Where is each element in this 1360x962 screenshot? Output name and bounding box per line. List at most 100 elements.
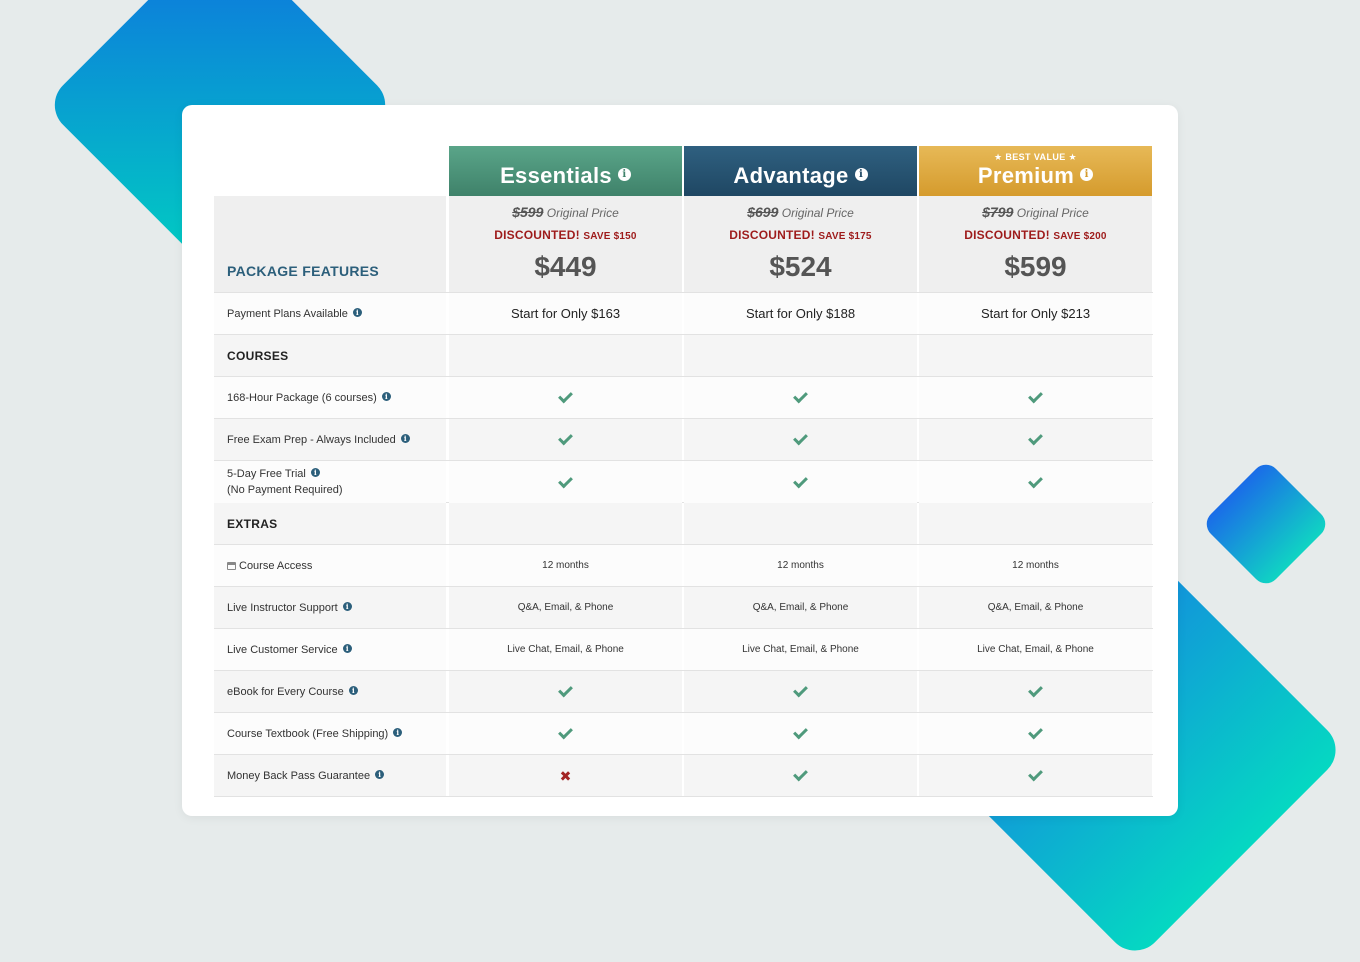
checkmark-icon xyxy=(1028,430,1043,446)
feature-label: Live Customer Service xyxy=(214,629,446,670)
feature-label-text: EXTRAS xyxy=(227,516,278,531)
current-price: $449 xyxy=(534,251,597,282)
feature-value-essentials: Q&A, Email, & Phone xyxy=(449,587,682,628)
checkmark-icon xyxy=(1028,682,1043,698)
feature-value-premium xyxy=(919,755,1152,796)
feature-label-text: 168-Hour Package (6 courses) xyxy=(227,391,377,404)
feature-row-payment-plans-available: Payment Plans Available Start for Only $1… xyxy=(214,293,1153,335)
feature-value-advantage: Start for Only $188 xyxy=(684,293,917,334)
price-cell-advantage: $699 Original Price DISCOUNTED! SAVE $17… xyxy=(684,196,917,292)
feature-row-live-instructor-support: Live Instructor Support Q&A, Email, & Pho… xyxy=(214,587,1153,629)
feature-label-text: eBook for Every Course xyxy=(227,685,344,698)
info-icon[interactable] xyxy=(342,643,352,653)
checkmark-icon xyxy=(1028,388,1043,404)
plan-header-essentials[interactable]: Essentials xyxy=(449,146,682,196)
feature-row-money-back-pass-guarantee: Money Back Pass Guarantee ✖ xyxy=(214,755,1153,797)
feature-value-essentials xyxy=(449,461,682,503)
checkmark-icon xyxy=(793,388,808,404)
info-icon[interactable] xyxy=(375,769,385,779)
checkmark-icon xyxy=(1028,473,1043,488)
feature-label: 168-Hour Package (6 courses) xyxy=(214,377,446,418)
info-icon[interactable] xyxy=(342,601,352,611)
feature-label-text: Live Instructor Support xyxy=(227,601,338,614)
feature-label: eBook for Every Course xyxy=(214,671,446,712)
section-heading: COURSES xyxy=(214,335,446,376)
info-icon[interactable] xyxy=(617,168,631,181)
discount-text: DISCOUNTED! SAVE $200 xyxy=(964,228,1107,242)
plan-name: Advantage xyxy=(733,163,849,188)
feature-label-text: Live Customer Service xyxy=(227,643,338,656)
info-icon[interactable] xyxy=(1080,168,1094,181)
feature-value-premium: Start for Only $213 xyxy=(919,293,1152,334)
plan-name: Premium xyxy=(977,163,1075,188)
discount-text: DISCOUNTED! SAVE $150 xyxy=(494,228,637,242)
feature-label-text: Course Textbook (Free Shipping) xyxy=(227,727,389,740)
feature-value-advantage xyxy=(684,713,917,754)
feature-label-text: Free Exam Prep - Always Included xyxy=(227,433,396,446)
original-price: $699 Original Price xyxy=(747,204,854,220)
info-icon[interactable] xyxy=(310,468,320,477)
discount-text: DISCOUNTED! SAVE $175 xyxy=(729,228,872,242)
calendar-icon xyxy=(227,561,236,570)
feature-value-premium xyxy=(919,503,1152,544)
feature-value-advantage: Q&A, Email, & Phone xyxy=(684,587,917,628)
feature-label: Course Textbook (Free Shipping) xyxy=(214,713,446,754)
feature-label-text: Course Access xyxy=(239,559,313,572)
feature-value-essentials: ✖ xyxy=(449,755,682,796)
plan-header-row: Essentials Advantage ★ BEST VALUE ★ Prem… xyxy=(214,146,1153,196)
feature-row-168-hour-package-6-courses: 168-Hour Package (6 courses) xyxy=(214,377,1153,419)
feature-value-essentials xyxy=(449,335,682,376)
price-cell-premium: $799 Original Price DISCOUNTED! SAVE $20… xyxy=(919,196,1152,292)
best-value-badge: ★ BEST VALUE ★ xyxy=(993,152,1078,162)
checkmark-icon xyxy=(793,430,808,446)
background-diamond-small-right xyxy=(1200,458,1332,590)
feature-value-advantage: Live Chat, Email, & Phone xyxy=(684,629,917,670)
checkmark-icon xyxy=(793,724,808,740)
checkmark-icon xyxy=(793,766,808,782)
checkmark-icon xyxy=(558,724,573,740)
plan-header-premium[interactable]: ★ BEST VALUE ★ Premium xyxy=(919,146,1152,196)
feature-row-extras: EXTRAS xyxy=(214,503,1153,545)
feature-value-advantage xyxy=(684,671,917,712)
feature-row-courses: COURSES xyxy=(214,335,1153,377)
feature-label: Payment Plans Available xyxy=(214,293,446,334)
feature-value-essentials xyxy=(449,377,682,418)
info-icon[interactable] xyxy=(348,685,358,695)
feature-rows: Payment Plans Available Start for Only $1… xyxy=(214,293,1153,797)
feature-row-free-exam-prep-always-included: Free Exam Prep - Always Included xyxy=(214,419,1153,461)
feature-label-text: Payment Plans Available xyxy=(227,307,348,320)
original-price: $799 Original Price xyxy=(982,204,1089,220)
feature-sublabel: (No Payment Required) xyxy=(227,484,343,496)
info-icon[interactable] xyxy=(393,727,403,737)
price-cell-essentials: $599 Original Price DISCOUNTED! SAVE $15… xyxy=(449,196,682,292)
info-icon[interactable] xyxy=(352,307,362,317)
info-icon[interactable] xyxy=(400,433,410,443)
checkmark-icon xyxy=(1028,766,1043,782)
feature-row-5-day-free-trial: 5-Day Free Trial (No Payment Required) xyxy=(214,461,1153,503)
feature-value-advantage xyxy=(684,419,917,460)
checkmark-icon xyxy=(558,682,573,698)
checkmark-icon xyxy=(558,430,573,446)
package-features-heading: PACKAGE FEATURES xyxy=(214,196,446,292)
feature-value-essentials: 12 months xyxy=(449,545,682,586)
feature-label-text: 5-Day Free Trial xyxy=(227,468,306,480)
price-row: PACKAGE FEATURES $599 Original Price DIS… xyxy=(214,196,1153,293)
header-spacer xyxy=(214,146,446,196)
checkmark-icon xyxy=(793,473,808,488)
checkmark-icon xyxy=(558,473,573,488)
feature-row-live-customer-service: Live Customer Service Live Chat, Email, &… xyxy=(214,629,1153,671)
current-price: $524 xyxy=(769,251,832,282)
plan-header-advantage[interactable]: Advantage xyxy=(684,146,917,196)
feature-value-essentials xyxy=(449,671,682,712)
original-price: $599 Original Price xyxy=(512,204,619,220)
info-icon[interactable] xyxy=(854,168,868,181)
feature-row-ebook-for-every-course: eBook for Every Course xyxy=(214,671,1153,713)
info-icon[interactable] xyxy=(381,391,391,401)
feature-value-advantage xyxy=(684,503,917,544)
feature-value-premium: Live Chat, Email, & Phone xyxy=(919,629,1152,670)
feature-value-premium xyxy=(919,671,1152,712)
feature-label-text: COURSES xyxy=(227,348,289,363)
checkmark-icon xyxy=(793,682,808,698)
feature-label: Course Access xyxy=(214,545,446,586)
feature-value-premium xyxy=(919,335,1152,376)
